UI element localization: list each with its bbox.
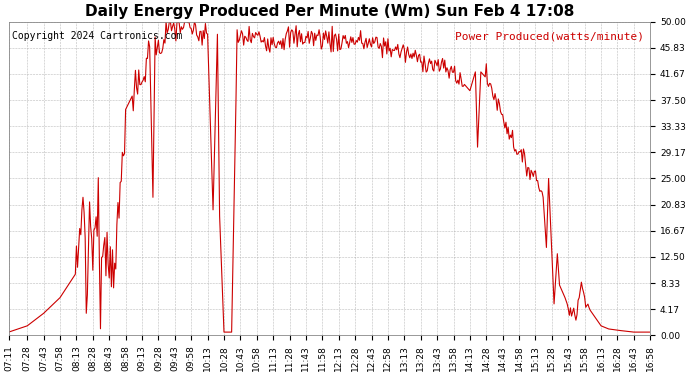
Text: Copyright 2024 Cartronics.com: Copyright 2024 Cartronics.com xyxy=(12,31,182,41)
Text: Power Produced(watts/minute): Power Produced(watts/minute) xyxy=(455,31,644,41)
Title: Daily Energy Produced Per Minute (Wm) Sun Feb 4 17:08: Daily Energy Produced Per Minute (Wm) Su… xyxy=(85,4,574,19)
